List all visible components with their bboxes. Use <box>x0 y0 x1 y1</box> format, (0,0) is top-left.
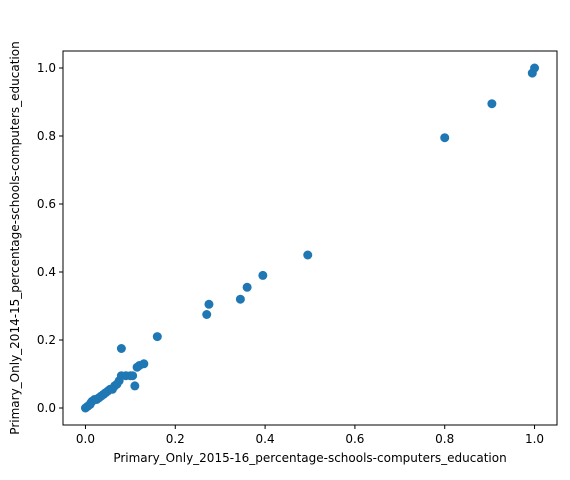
data-point <box>258 270 268 280</box>
x-tick-label: 1.0 <box>525 432 544 446</box>
data-point <box>303 250 313 260</box>
data-point <box>530 63 540 73</box>
data-point <box>139 359 149 369</box>
data-point <box>128 371 138 381</box>
data-point <box>116 344 126 353</box>
y-tick-label: 1.0 <box>37 61 56 75</box>
y-tick-label: 0.4 <box>37 265 56 279</box>
data-point <box>440 133 450 143</box>
data-point <box>235 294 245 304</box>
data-point <box>202 310 212 319</box>
data-point <box>130 381 140 391</box>
y-tick-label: 0.2 <box>37 333 56 347</box>
x-tick-label: 0.0 <box>76 432 95 446</box>
y-axis-label: Primary_Only_2014-15_percentage-schools-… <box>8 41 22 434</box>
y-tick-label: 0.6 <box>37 197 56 211</box>
x-tick-label: 0.6 <box>345 432 364 446</box>
scatter-points <box>80 63 540 413</box>
data-point <box>487 99 497 109</box>
y-axis-ticks: 0.0 0.2 0.4 0.6 0.8 1.0 <box>37 61 63 415</box>
x-axis-ticks: 0.0 0.2 0.4 0.6 0.8 1.0 <box>76 425 544 446</box>
data-point <box>152 332 162 342</box>
x-tick-label: 0.8 <box>435 432 454 446</box>
data-point <box>242 282 252 292</box>
x-axis-label: Primary_Only_2015-16_percentage-schools-… <box>113 451 506 465</box>
x-tick-label: 0.2 <box>166 432 185 446</box>
x-tick-label: 0.4 <box>256 432 275 446</box>
y-tick-label: 0.8 <box>37 129 56 143</box>
plot-frame <box>62 50 558 426</box>
data-point <box>204 299 214 309</box>
y-tick-label: 0.0 <box>37 401 56 415</box>
